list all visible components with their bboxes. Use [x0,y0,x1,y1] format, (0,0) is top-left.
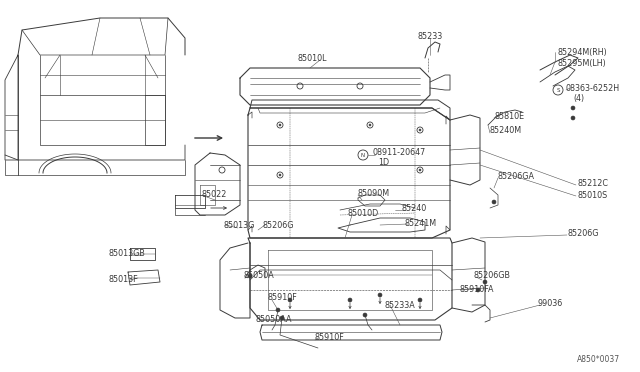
Circle shape [418,298,422,302]
Text: 85212C: 85212C [578,179,609,187]
Circle shape [476,288,480,292]
Text: 85910F: 85910F [315,334,345,343]
Text: 85010D: 85010D [348,208,380,218]
Text: N: N [361,153,365,157]
Circle shape [571,116,575,120]
Text: 99036: 99036 [538,299,563,308]
Circle shape [419,129,421,131]
Text: 85910F: 85910F [268,294,298,302]
Text: 08363-6252H: 08363-6252H [566,83,620,93]
Circle shape [571,106,575,110]
Text: 85050A: 85050A [243,270,274,279]
Text: 85241M: 85241M [405,218,437,228]
Text: 85050AA: 85050AA [255,315,291,324]
Text: 08911-20647: 08911-20647 [373,148,426,157]
Circle shape [363,313,367,317]
Text: 85010L: 85010L [297,54,327,62]
Text: 85206GB: 85206GB [474,270,511,279]
Text: 85206G: 85206G [263,221,294,230]
Text: 85240: 85240 [402,203,428,212]
Text: (4): (4) [573,93,584,103]
Text: 85294M(RH): 85294M(RH) [558,48,608,57]
Circle shape [276,308,280,312]
Text: 85022: 85022 [202,189,227,199]
Circle shape [280,316,284,320]
Text: 85090M: 85090M [358,189,390,198]
Circle shape [279,124,281,126]
Circle shape [248,274,252,278]
Text: 85013GB: 85013GB [108,248,145,257]
Circle shape [369,124,371,126]
Circle shape [348,298,352,302]
Text: 85810E: 85810E [495,112,525,121]
Circle shape [419,169,421,171]
Text: 85295M(LH): 85295M(LH) [558,58,607,67]
Text: 85910FA: 85910FA [460,285,495,294]
Text: 85013F: 85013F [108,276,138,285]
Text: 85013G: 85013G [223,221,254,230]
Text: 85206GA: 85206GA [498,171,535,180]
Text: A850*0037: A850*0037 [577,356,620,365]
Circle shape [483,280,487,284]
Circle shape [279,174,281,176]
Text: 85233A: 85233A [385,301,416,310]
Text: 85233: 85233 [417,32,443,41]
Text: 1D: 1D [378,157,389,167]
Circle shape [378,293,382,297]
Circle shape [492,200,496,204]
Text: 85240M: 85240M [490,125,522,135]
Circle shape [288,298,292,302]
Text: 85206G: 85206G [568,228,600,237]
Text: 85010S: 85010S [578,190,608,199]
Text: S: S [556,87,560,93]
